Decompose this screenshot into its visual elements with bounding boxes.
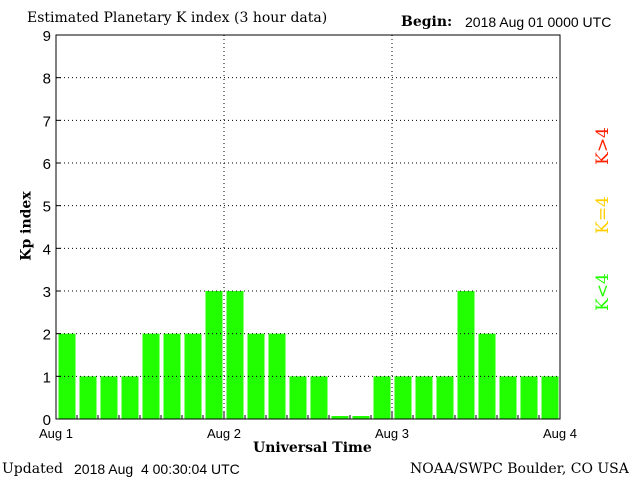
x-tick-label: Aug 3 bbox=[375, 426, 409, 441]
kp-bar bbox=[310, 376, 328, 419]
y-axis-label: Kp index bbox=[18, 191, 35, 261]
y-tick-label: 4 bbox=[43, 241, 51, 258]
x-tick-label: Aug 4 bbox=[543, 426, 577, 441]
kp-bar bbox=[121, 376, 139, 419]
begin-value: 2018 Aug 01 0000 UTC bbox=[465, 14, 612, 30]
updated-label: Updated bbox=[2, 461, 63, 477]
kp-bar bbox=[100, 376, 118, 419]
legend-k-gt-4: K>4 bbox=[592, 127, 613, 165]
kp-bar bbox=[58, 333, 76, 419]
chart-title: Estimated Planetary K index (3 hour data… bbox=[27, 10, 328, 26]
source-credit: NOAA/SWPC Boulder, CO USA bbox=[410, 461, 629, 477]
kp-bar bbox=[226, 291, 244, 419]
kp-bar bbox=[415, 376, 433, 419]
kp-bar bbox=[331, 416, 349, 419]
y-tick-label: 7 bbox=[43, 113, 51, 130]
x-tick-label: Aug 1 bbox=[39, 426, 73, 441]
kp-bar bbox=[520, 376, 538, 419]
kp-bar bbox=[541, 376, 559, 419]
y-tick-label: 2 bbox=[43, 327, 51, 344]
x-axis-label: Universal Time bbox=[253, 440, 372, 456]
y-tick-label: 8 bbox=[43, 71, 51, 88]
y-tick-label: 5 bbox=[43, 199, 51, 216]
x-tick-label: Aug 2 bbox=[207, 426, 241, 441]
y-tick-label: 3 bbox=[43, 284, 51, 301]
kp-bar bbox=[352, 416, 370, 419]
kp-bar bbox=[394, 376, 412, 419]
updated-value: 2018 Aug 4 00:30:04 UTC bbox=[74, 461, 240, 477]
kp-bar bbox=[436, 376, 454, 419]
kp-bar bbox=[499, 376, 517, 419]
kp-bar bbox=[79, 376, 97, 419]
kp-bar bbox=[205, 291, 223, 419]
kp-bar bbox=[478, 333, 496, 419]
legend-k-lt-4: K<4 bbox=[592, 273, 613, 311]
y-tick-label: 6 bbox=[43, 156, 51, 173]
kp-bar bbox=[289, 376, 307, 419]
kp-bar bbox=[373, 376, 391, 419]
legend-k-eq-4: K=4 bbox=[592, 196, 613, 234]
kp-bar bbox=[457, 291, 475, 419]
y-tick-label: 9 bbox=[43, 28, 51, 45]
y-tick-label: 0 bbox=[43, 412, 51, 429]
y-tick-label: 1 bbox=[43, 369, 51, 386]
begin-label: Begin: bbox=[401, 14, 453, 30]
kp-bar bbox=[142, 333, 160, 419]
